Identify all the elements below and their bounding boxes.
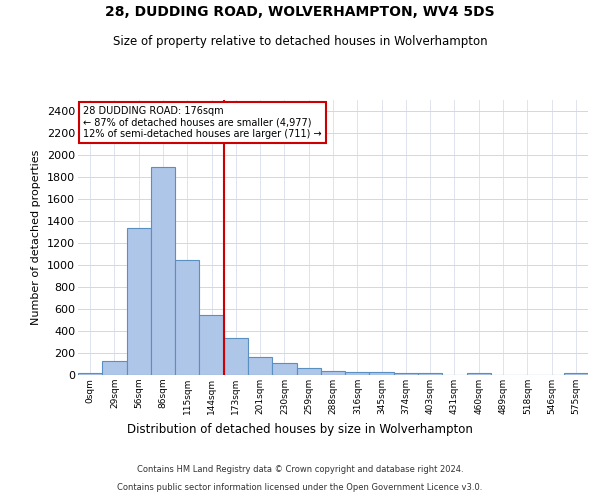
Text: Distribution of detached houses by size in Wolverhampton: Distribution of detached houses by size … [127, 422, 473, 436]
Bar [345, 372, 370, 375]
Y-axis label: Number of detached properties: Number of detached properties [31, 150, 41, 325]
Bar [102, 361, 127, 375]
Bar [199, 315, 224, 375]
Bar [175, 260, 199, 375]
Text: 28, DUDDING ROAD, WOLVERHAMPTON, WV4 5DS: 28, DUDDING ROAD, WOLVERHAMPTON, WV4 5DS [105, 5, 495, 19]
Text: Contains public sector information licensed under the Open Government Licence v3: Contains public sector information licen… [118, 482, 482, 492]
Bar [564, 374, 588, 375]
Text: Contains HM Land Registry data © Crown copyright and database right 2024.: Contains HM Land Registry data © Crown c… [137, 465, 463, 474]
Bar [394, 372, 418, 375]
Bar [467, 373, 491, 375]
Bar [418, 374, 442, 375]
Bar [224, 338, 248, 375]
Text: 28 DUDDING ROAD: 176sqm
← 87% of detached houses are smaller (4,977)
12% of semi: 28 DUDDING ROAD: 176sqm ← 87% of detache… [83, 106, 322, 138]
Bar [296, 368, 321, 375]
Bar [127, 228, 151, 375]
Text: Size of property relative to detached houses in Wolverhampton: Size of property relative to detached ho… [113, 35, 487, 48]
Bar [248, 357, 272, 375]
Bar [151, 167, 175, 375]
Bar [370, 372, 394, 375]
Bar [272, 363, 296, 375]
Bar [78, 374, 102, 375]
Bar [321, 370, 345, 375]
